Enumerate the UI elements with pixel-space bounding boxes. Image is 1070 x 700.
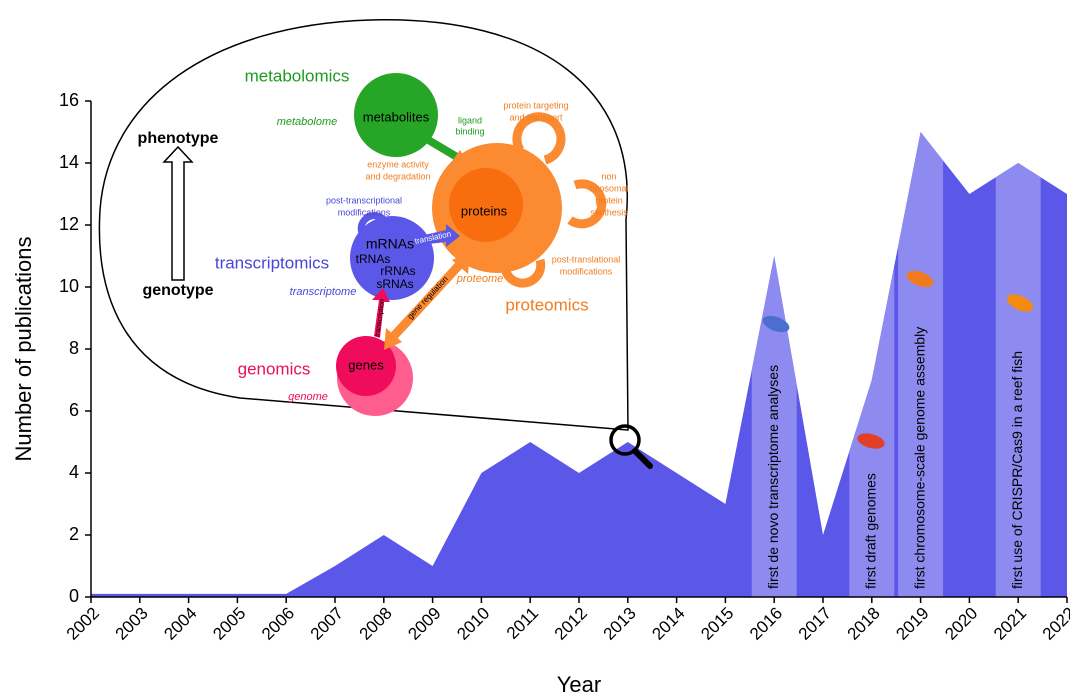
milestone-label: first de novo transcriptome analyses bbox=[765, 365, 781, 589]
label: post-translational bbox=[552, 254, 621, 264]
label: proteomics bbox=[505, 295, 588, 314]
x-tick-label: 2015 bbox=[697, 604, 737, 644]
label: genotype bbox=[142, 282, 213, 299]
label: proteins bbox=[461, 203, 508, 218]
label: synthesis bbox=[590, 207, 628, 217]
x-tick-label: 2013 bbox=[600, 604, 640, 644]
x-tick-label: 2002 bbox=[63, 604, 103, 644]
x-tick-label: 2014 bbox=[648, 604, 688, 644]
milestone-label: first draft genomes bbox=[863, 473, 879, 589]
milestone-label: first chromosome-scale genome assembly bbox=[911, 327, 927, 589]
x-tick-label: 2020 bbox=[941, 604, 981, 644]
y-tick-label: 10 bbox=[59, 276, 79, 296]
label: and transport bbox=[509, 112, 563, 122]
x-tick-label: 2011 bbox=[503, 604, 542, 643]
label: mRNAs bbox=[366, 236, 414, 252]
label: proteome bbox=[456, 273, 503, 285]
label: protein bbox=[595, 195, 623, 205]
x-tick-label: 2003 bbox=[112, 604, 152, 644]
x-tick-label: 2006 bbox=[258, 604, 298, 644]
milestone-label: first use of CRISPR/Cas9 in a reef fish bbox=[1009, 351, 1025, 589]
x-tick-label: 2012 bbox=[551, 604, 591, 644]
label: genomics bbox=[238, 359, 311, 378]
y-tick-label: 14 bbox=[59, 152, 79, 172]
x-tick-label: 2004 bbox=[160, 604, 200, 644]
label: enzyme activity bbox=[367, 159, 429, 169]
label: ribosomal bbox=[589, 183, 628, 193]
x-tick-label: 2018 bbox=[844, 604, 884, 644]
label: binding bbox=[455, 126, 484, 136]
y-tick-label: 0 bbox=[69, 586, 79, 606]
x-tick-label: 2010 bbox=[453, 604, 493, 644]
label: metabolites bbox=[363, 109, 430, 124]
x-tick-label: 2008 bbox=[356, 604, 396, 644]
y-tick-label: 6 bbox=[69, 400, 79, 420]
x-tick-label: 2005 bbox=[209, 604, 249, 644]
x-tick-label: 2019 bbox=[892, 604, 932, 644]
y-tick-label: 4 bbox=[69, 462, 79, 482]
x-tick-label: 2017 bbox=[795, 604, 835, 644]
label: protein targeting bbox=[503, 100, 568, 110]
y-tick-label: 12 bbox=[59, 214, 79, 234]
y-tick-label: 2 bbox=[69, 524, 79, 544]
label: modifications bbox=[338, 207, 391, 217]
label: modifications bbox=[560, 266, 613, 276]
label: non bbox=[601, 171, 616, 181]
y-tick-label: 16 bbox=[59, 90, 79, 110]
label: genome bbox=[288, 391, 328, 403]
y-axis-label: Number of publications bbox=[11, 236, 36, 461]
label: transcriptomics bbox=[215, 253, 329, 272]
x-tick-label: 2009 bbox=[404, 604, 444, 644]
label: sRNAs bbox=[376, 277, 413, 291]
label: transcriptome bbox=[290, 286, 357, 298]
chart: first de novo transcriptome analyses firs… bbox=[0, 0, 1070, 700]
x-tick-label: 2021 bbox=[990, 604, 1030, 644]
label: genes bbox=[348, 357, 384, 372]
x-tick-label: 2022 bbox=[1039, 604, 1070, 644]
x-tick-label: 2016 bbox=[746, 604, 786, 644]
label: metabolomics bbox=[245, 66, 350, 85]
x-tick-label: 2007 bbox=[307, 604, 347, 644]
label: and degradation bbox=[365, 171, 430, 181]
label: post-transcriptional bbox=[326, 195, 402, 205]
label: rRNAs bbox=[380, 264, 415, 278]
y-tick-label: 8 bbox=[69, 338, 79, 358]
x-axis-label: Year bbox=[557, 672, 601, 697]
label: metabolome bbox=[277, 116, 338, 128]
inset: phenotype genotype proteins metabolites … bbox=[99, 20, 650, 466]
label: phenotype bbox=[138, 130, 219, 147]
label: ligand bbox=[458, 115, 482, 125]
